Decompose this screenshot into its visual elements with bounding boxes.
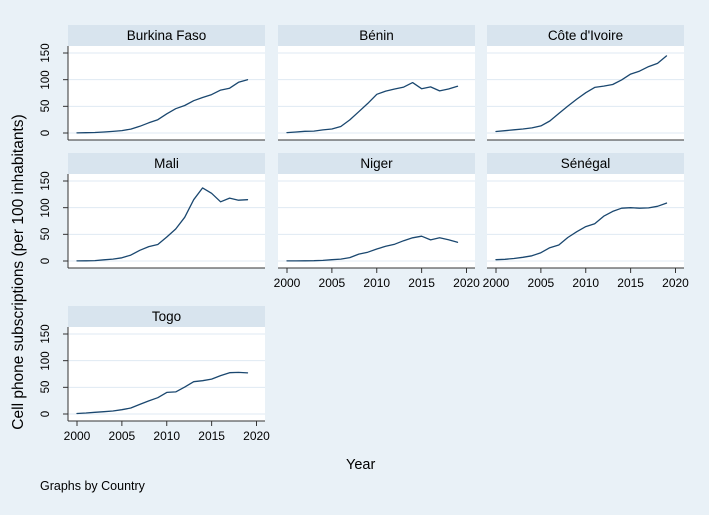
- x-tick-label: 2010: [153, 429, 181, 443]
- data-line: [495, 202, 668, 261]
- data-line: [76, 187, 249, 262]
- data-line: [286, 235, 459, 262]
- chart-panel: Niger: [278, 153, 475, 273]
- x-tick-label: 2015: [198, 429, 225, 443]
- x-tick-label: 2015: [617, 276, 644, 290]
- chart-panel: Bénin: [278, 25, 475, 141]
- by-note: Graphs by Country: [40, 479, 145, 493]
- plot-area: [278, 46, 475, 141]
- data-line: [76, 79, 249, 134]
- data-line: [495, 55, 668, 133]
- x-axis-title: Year: [346, 457, 376, 473]
- data-line: [76, 371, 249, 415]
- x-tick-label: 2015: [408, 276, 435, 290]
- chart-panel: Burkina Faso: [63, 25, 265, 141]
- plot-area: [487, 174, 684, 273]
- y-tick-label: 150: [40, 171, 52, 191]
- panel-title: Togo: [68, 306, 265, 327]
- x-tick-label: 2000: [63, 429, 91, 443]
- x-tick-label: 2000: [482, 276, 510, 290]
- panel-title: Côte d'Ivoire: [487, 25, 684, 46]
- y-tick-label: 150: [40, 324, 52, 344]
- panel-title: Mali: [68, 153, 265, 174]
- plot-area: [278, 174, 475, 273]
- y-axis-title: Cell phone subscriptions (per 100 inhabi…: [10, 114, 27, 430]
- x-tick-label: 2005: [527, 276, 555, 290]
- panel-title: Niger: [278, 153, 475, 174]
- x-tick-label: 2005: [318, 276, 346, 290]
- panel-title: Sénégal: [487, 153, 684, 174]
- x-tick-label: 2000: [273, 276, 301, 290]
- y-tick-label: 150: [40, 43, 52, 63]
- panel-title: Bénin: [278, 25, 475, 46]
- plot-area: [63, 46, 265, 141]
- x-tick-label: 2010: [572, 276, 600, 290]
- x-tick-label: 2020: [662, 276, 689, 290]
- x-tick-label: 2005: [108, 429, 136, 443]
- chart-panel: Mali: [63, 153, 265, 269]
- x-tick-label: 2020: [453, 276, 480, 290]
- plot-area: [487, 46, 684, 141]
- plot-area: [63, 174, 265, 269]
- panel-title: Burkina Faso: [68, 25, 265, 46]
- chart-panel: Sénégal: [487, 153, 684, 273]
- plot-area: [63, 327, 265, 426]
- x-tick-label: 2020: [243, 429, 270, 443]
- chart-panel: Togo: [63, 306, 265, 426]
- chart-panel: Côte d'Ivoire: [487, 25, 684, 141]
- x-tick-label: 2010: [363, 276, 391, 290]
- data-line: [286, 81, 459, 134]
